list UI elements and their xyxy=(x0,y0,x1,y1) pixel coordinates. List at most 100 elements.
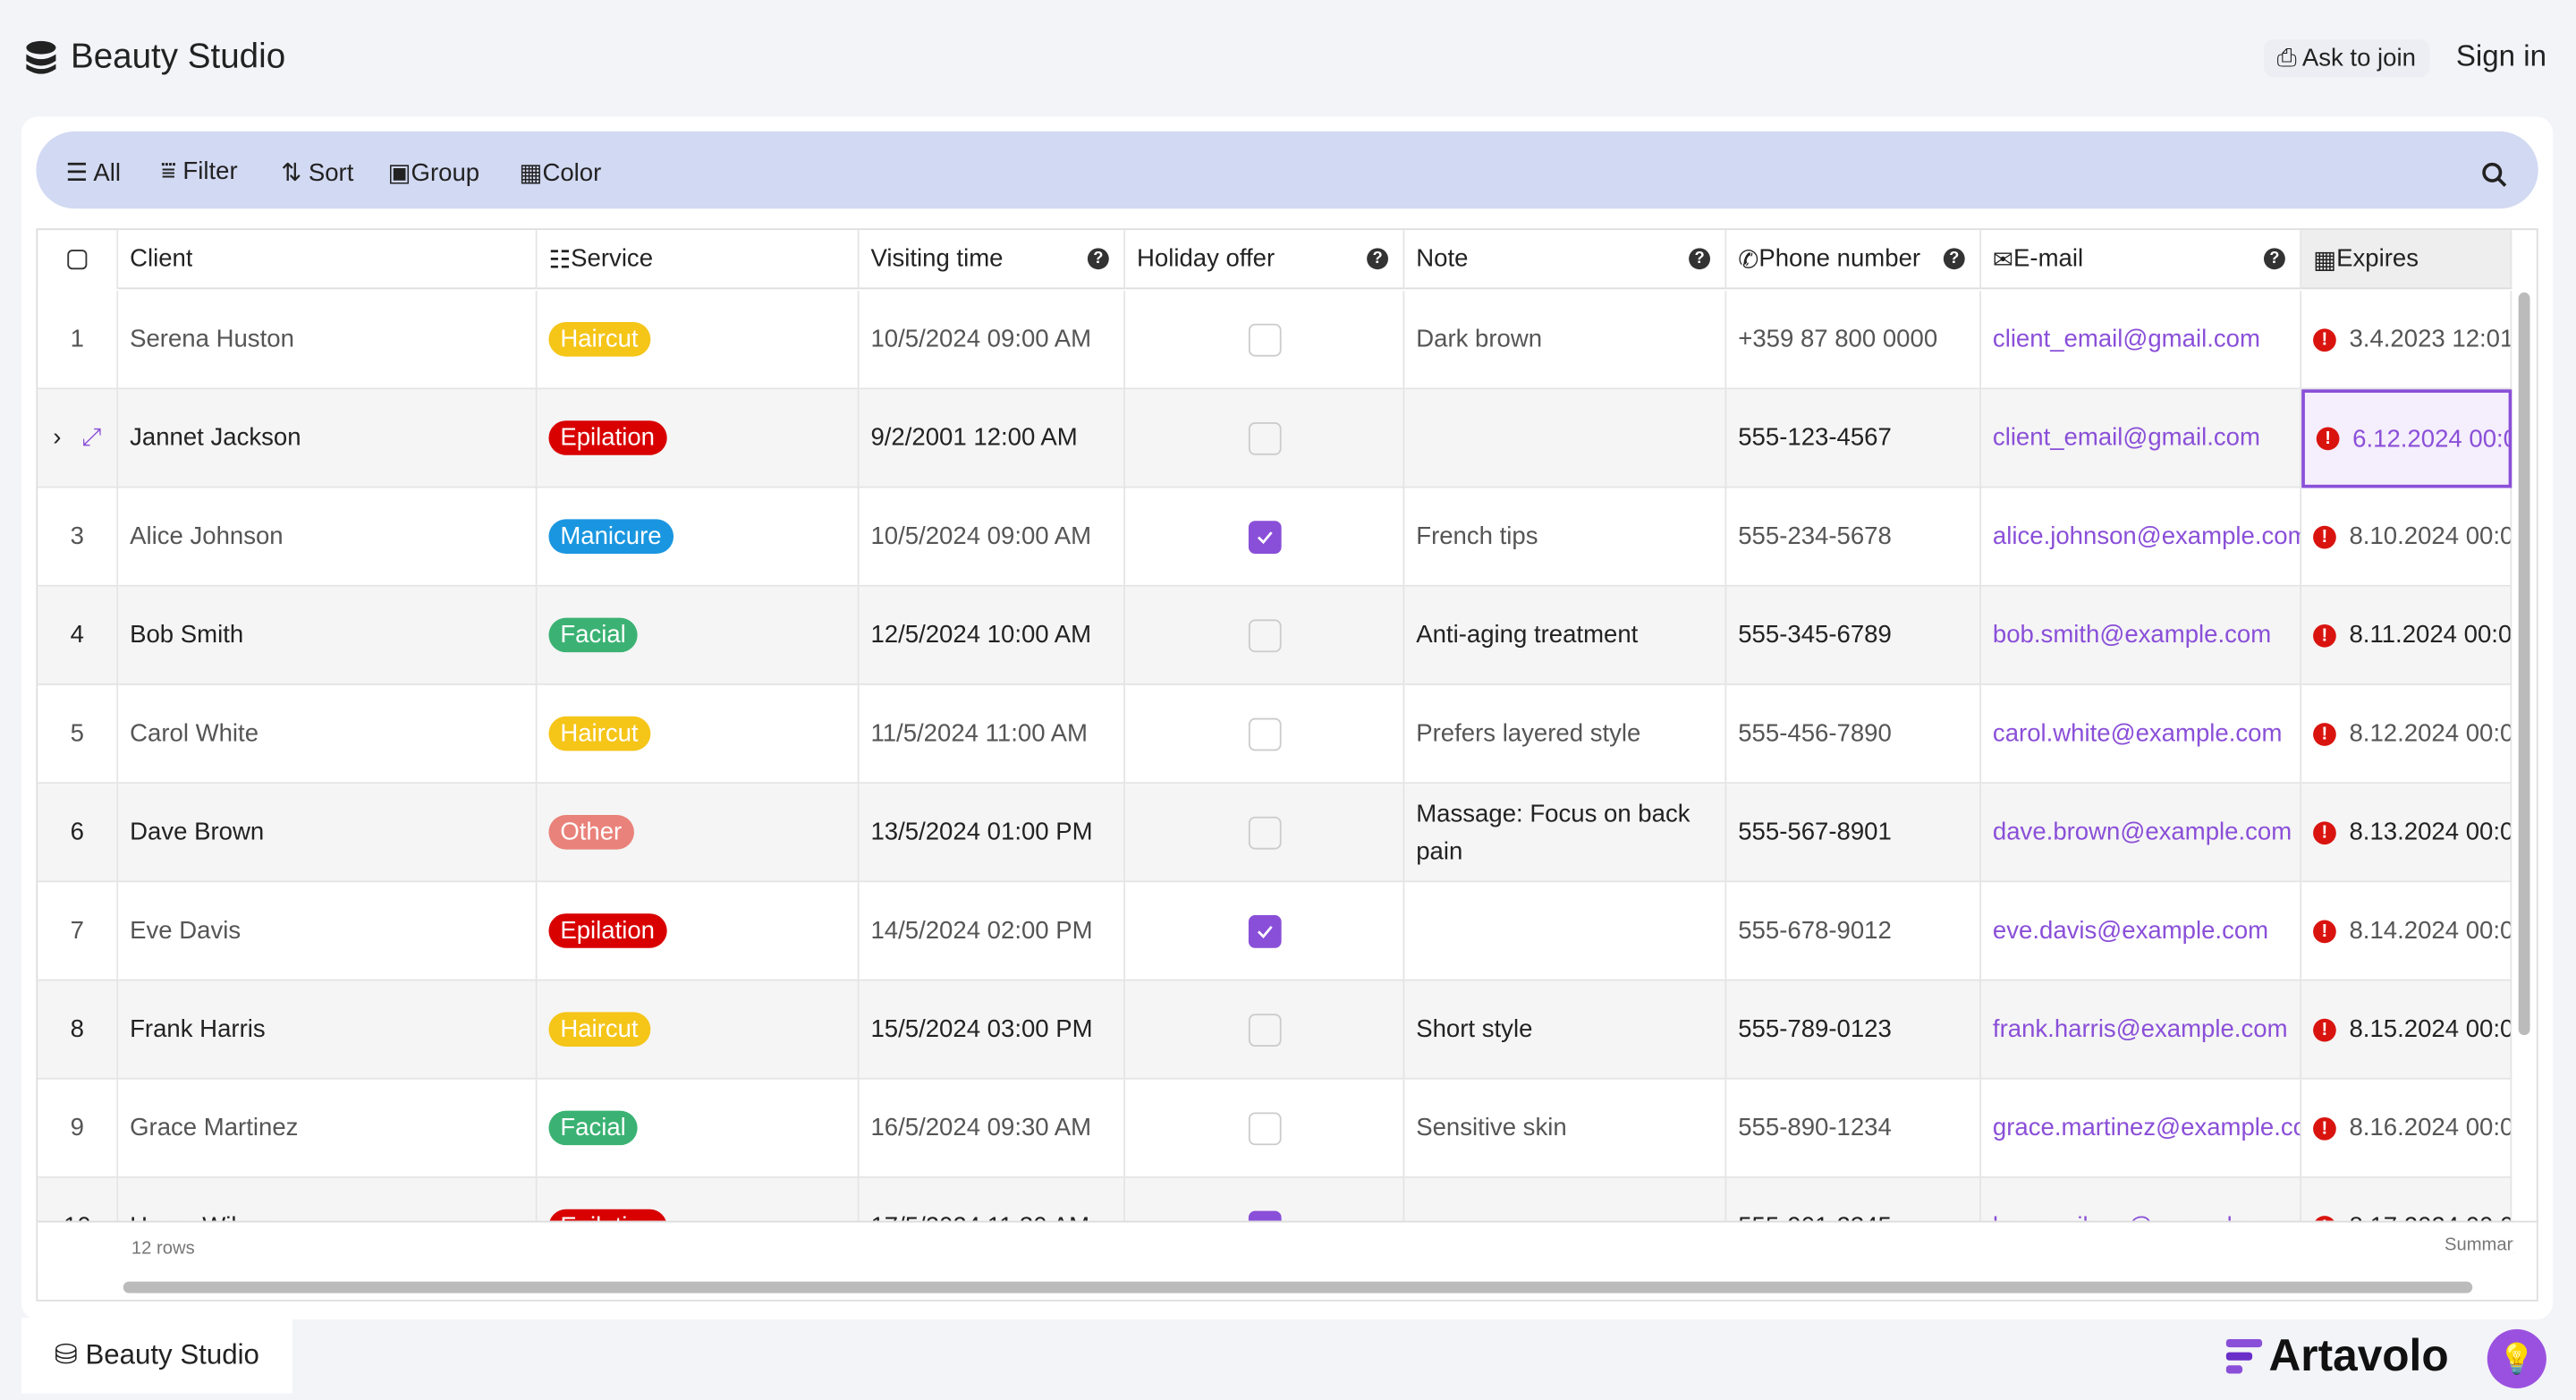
row-number: 6 xyxy=(70,818,84,846)
holiday-checkbox[interactable] xyxy=(1247,520,1281,554)
table-cell: ! 8.11.2024 00:00 xyxy=(2301,586,2512,685)
email-link[interactable]: grace.martinez@example.com xyxy=(1992,1114,2302,1142)
table-cell: Sensitive skin xyxy=(1404,1079,1727,1178)
holiday-checkbox[interactable] xyxy=(1247,1013,1281,1047)
holiday-checkbox[interactable] xyxy=(1247,421,1281,454)
help-icon[interactable]: ? xyxy=(1943,248,1965,270)
column-title: Service xyxy=(571,244,654,273)
email-link[interactable]: bob.smith@example.com xyxy=(1992,621,2272,649)
table-cell: Other xyxy=(537,784,860,883)
holiday-checkbox[interactable] xyxy=(1247,618,1281,652)
email-link[interactable]: eve.davis@example.com xyxy=(1992,916,2269,946)
phone: 555-567-8901 xyxy=(1738,818,1892,846)
table-cell: 6 xyxy=(38,784,119,883)
table-cell xyxy=(1125,684,1405,785)
email-link[interactable]: client_email@gmail.com xyxy=(1992,325,2260,353)
holiday-checkbox[interactable] xyxy=(1247,815,1281,849)
sign-in[interactable]: Sign in xyxy=(2455,39,2546,72)
expand[interactable]: › xyxy=(53,423,62,453)
email-link[interactable]: client_email@gmail.com xyxy=(1992,423,2260,453)
brand-logo xyxy=(2225,1338,2263,1374)
table-cell: client_email@gmail.com xyxy=(1981,291,2302,390)
expires: 8.16.2024 00:00 xyxy=(2349,1114,2512,1142)
table-cell: carol.white@example.com xyxy=(1981,684,2302,785)
row-count-text: 12 rows xyxy=(131,1238,195,1259)
expires: 8.11.2024 00:00 xyxy=(2349,621,2512,649)
open-row[interactable]: ⤢ xyxy=(81,423,102,453)
column-title: Expires xyxy=(2336,244,2419,273)
table-cell: 555-456-7890 xyxy=(1726,684,1982,785)
help-button[interactable]: 💡 xyxy=(2487,1328,2546,1389)
table-cell: Massage: Focus on back pain xyxy=(1404,784,1727,883)
table-cell xyxy=(1125,784,1405,883)
table-cell: 555-234-5678 xyxy=(1726,488,1982,587)
table-cell: grace.martinez@example.com xyxy=(1981,1079,2302,1178)
tool-all[interactable]: ☰ All xyxy=(65,159,121,188)
column-title: Phone number xyxy=(1758,244,1921,273)
table-cell: client_email@gmail.com xyxy=(1981,389,2302,488)
table-cell: › ⤢ xyxy=(38,389,119,488)
email-link[interactable]: alice.johnson@example.com xyxy=(1992,522,2302,551)
ask-label: Ask to join xyxy=(2301,44,2416,72)
table-cell: 3 xyxy=(38,488,119,587)
holiday-checkbox[interactable] xyxy=(1247,322,1281,356)
brand: Artavolo xyxy=(2268,1330,2449,1380)
table-cell: 5 xyxy=(38,684,119,785)
column-title: Holiday offer xyxy=(1136,244,1275,273)
table-cell: Facial xyxy=(537,1079,860,1178)
table-cell: Haircut xyxy=(537,684,860,785)
table-cell: ! 8.10.2024 00:00 xyxy=(2301,488,2512,587)
help-icon[interactable]: ? xyxy=(1689,248,1711,270)
email-link[interactable]: dave.brown@example.com xyxy=(1992,818,2292,846)
column-header: ☷ Service xyxy=(537,230,860,290)
summary: Summary xyxy=(2445,1235,2513,1255)
summary-text: Summary xyxy=(2445,1235,2513,1256)
email-link[interactable]: carol.white@example.com xyxy=(1992,719,2283,748)
holiday-checkbox[interactable] xyxy=(1247,914,1281,947)
table-cell: Serena Huston xyxy=(118,291,538,390)
table-cell: 13/5/2024 01:00 PM xyxy=(859,784,1126,883)
tool-sort[interactable]: ⇅ Sort xyxy=(281,159,354,188)
db-icon xyxy=(26,40,56,74)
service-tag: Haircut xyxy=(548,716,650,751)
note: Dark brown xyxy=(1416,325,1543,353)
phone: 555-345-6789 xyxy=(1738,621,1892,649)
help-icon[interactable]: ? xyxy=(1367,248,1389,270)
v-scrollbar[interactable] xyxy=(2518,292,2530,1036)
search[interactable] xyxy=(2480,161,2507,187)
service-tag: Manicure xyxy=(548,519,674,554)
table-cell: 10/5/2024 09:00 AM xyxy=(859,291,1126,390)
visiting-time: 16/5/2024 09:30 AM xyxy=(870,1114,1092,1142)
tab-label[interactable]: ⛁ Beauty Studio xyxy=(54,1338,259,1370)
table-cell xyxy=(1125,389,1405,488)
phone: 555-789-0123 xyxy=(1738,1015,1892,1044)
help-icon[interactable]: ? xyxy=(2263,248,2285,270)
note: Short style xyxy=(1416,1015,1533,1044)
table-cell: Prefers layered style xyxy=(1404,684,1727,785)
note: Massage: Focus on back pain xyxy=(1416,799,1690,866)
help-icon[interactable]: ? xyxy=(1087,248,1109,270)
tab[interactable] xyxy=(21,1318,292,1394)
holiday-checkbox[interactable] xyxy=(1247,1111,1281,1145)
phone: 555-456-7890 xyxy=(1738,719,1892,748)
table-cell: 7 xyxy=(38,882,119,981)
client: Eve Davis xyxy=(130,916,242,946)
table-cell: Manicure xyxy=(537,488,860,587)
email-link[interactable]: frank.harris@example.com xyxy=(1992,1015,2288,1044)
note: Sensitive skin xyxy=(1416,1114,1567,1142)
tool-label: Group xyxy=(411,159,480,188)
holiday-checkbox[interactable] xyxy=(1247,717,1281,751)
tool-color[interactable]: ▦Color xyxy=(519,159,602,188)
ask-to-join[interactable]: ⎙ Ask to join xyxy=(2263,39,2429,78)
h-scrollbar[interactable] xyxy=(123,1281,2473,1294)
row-number: 1 xyxy=(70,325,84,353)
table-cell xyxy=(1125,291,1405,390)
expires: 8.13.2024 00:00 xyxy=(2349,818,2512,846)
table-cell: ! 3.4.2023 12:01 xyxy=(2301,291,2512,390)
service-tag: Facial xyxy=(548,1110,638,1146)
client: Frank Harris xyxy=(130,1015,266,1044)
table-cell xyxy=(1125,980,1405,1080)
tool-group[interactable]: ▣Group xyxy=(387,159,480,188)
tool-filter[interactable]: ⩸ Filter xyxy=(160,157,238,186)
